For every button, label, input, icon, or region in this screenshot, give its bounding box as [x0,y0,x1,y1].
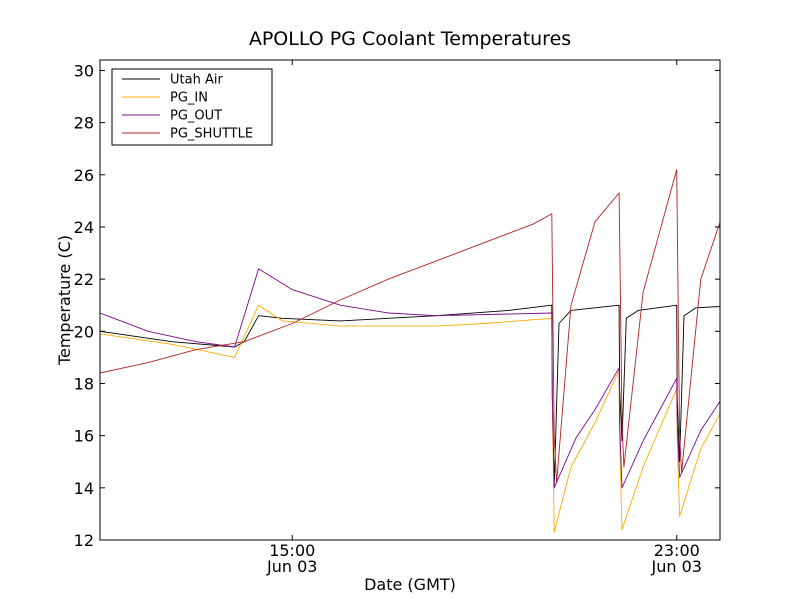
x-tick-label-date: Jun 03 [266,557,317,576]
series-line-pg-shuttle [100,169,720,484]
legend-label: PG_SHUTTLE [170,127,253,142]
series-line-pg-out [100,268,720,489]
y-axis-label: Temperature (C) [55,235,74,366]
y-tick-label: 24 [74,218,94,237]
y-tick-label: 14 [74,479,94,498]
x-tick-label-time: 23:00 [654,541,700,560]
chart-title: APOLLO PG Coolant Temperatures [249,28,571,50]
x-axis-label: Date (GMT) [364,575,456,594]
legend-label: PG_OUT [170,109,222,124]
y-tick-label: 12 [74,531,94,550]
x-tick-label-time: 15:00 [269,541,315,560]
series-line-pg-in [100,304,720,533]
y-tick-label: 30 [74,61,94,80]
y-tick-label: 26 [74,166,94,185]
series-lines [100,169,720,533]
legend: Utah Air PG_IN PG_OUT PG_SHUTTLE [111,68,273,146]
y-tick-label: 20 [74,322,94,341]
legend-label: PG_IN [170,91,208,106]
series-line-utah-air [100,304,720,489]
y-tick-label: 28 [74,114,94,133]
x-tick-label-date: Jun 03 [651,557,702,576]
y-tick-label: 22 [74,270,94,289]
legend-label: Utah Air [170,73,223,88]
axes-frame [99,59,721,541]
legend-box [111,68,273,146]
y-tick-label: 18 [74,374,94,393]
y-tick-label: 16 [74,427,94,446]
